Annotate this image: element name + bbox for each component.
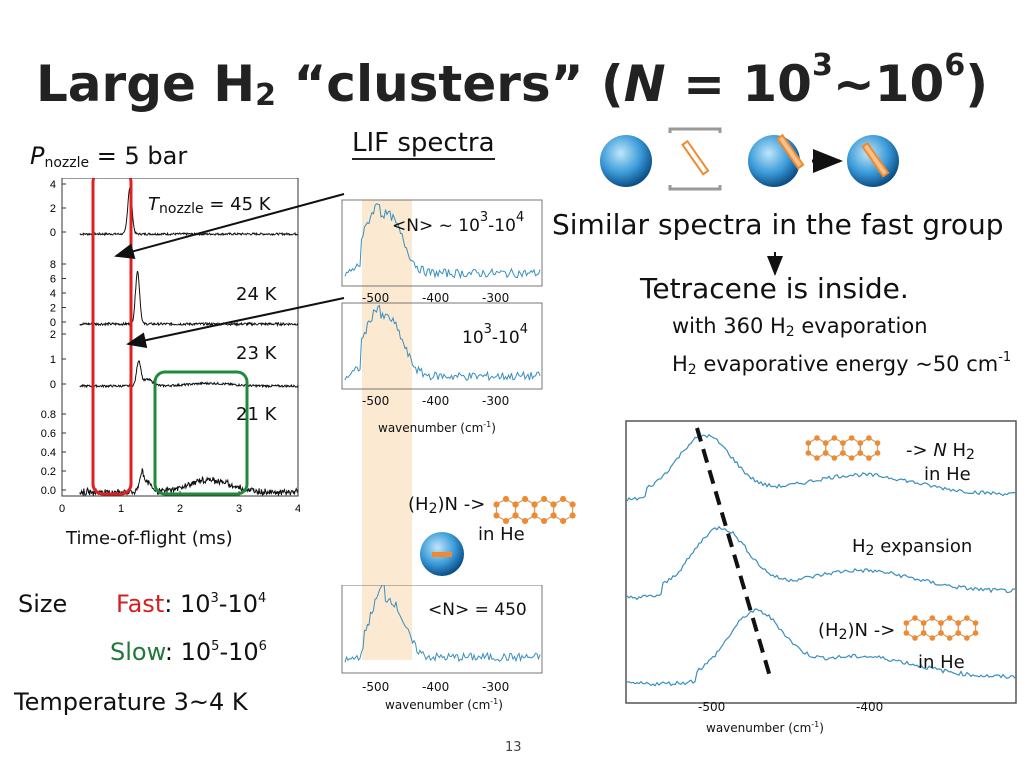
right-spectra [625,420,1017,704]
tof-ytick: 4 [50,179,56,191]
tof-xtick: 0 [59,503,65,515]
tof-ytick: 0 [50,227,56,239]
slow-group-box [153,370,249,496]
lif-tick2-c: -300 [482,394,510,408]
tof-xtick: 3 [236,503,242,515]
fast-group-box [91,178,133,496]
lif-tick2-b: -400 [422,394,450,408]
tof-ytick: 0.6 [41,428,56,440]
lif-tick2-a: -500 [362,394,390,408]
tof-xtick: 1 [118,503,124,515]
size-label: Size [18,590,68,618]
right-in-he-1: in He [924,464,971,485]
right-xlabel: wavenumber (cm-1) [706,720,824,735]
lif-xlabel-bottom: wavenumber (cm-1) [385,697,503,712]
evaporative-energy-text: H2 evaporative energy ~50 cm-1 [672,350,1012,378]
tof-ytick: 0.8 [41,409,56,421]
right-label-2: H2 expansion [852,536,973,559]
tof-ytick: 0.0 [41,485,56,497]
lif-tick3-c: -300 [482,680,510,694]
lif-tick3-a: -500 [362,680,390,694]
tof-xtick: 2 [177,503,183,515]
temp-23k-label: 23 K [236,343,277,364]
right-label-1: -> N H2 [906,440,975,463]
top-graphics [600,127,899,191]
lif-tick1-c: -300 [482,291,510,305]
tof-ytick: 0 [50,317,56,329]
lif-tick3-b: -400 [422,680,450,694]
tof-ytick: 0 [50,379,56,391]
lif-n3-label: <N> = 450 [428,600,527,620]
temp-21k-label: 21 K [236,404,277,425]
right-label-3: (H2)N -> [818,620,896,643]
lif-tick1-a: -500 [362,291,390,305]
right-tick-b: -400 [856,700,884,714]
slide-title: Large H2 “clusters” (N = 103~106) [35,48,989,113]
lif-n2-label: 103-104 [462,322,528,348]
in-he-label-mid: in He [478,524,525,545]
lif-tick1-b: -400 [422,291,450,305]
temp-24k-label: 24 K [236,284,277,305]
tof-ytick: 6 [50,274,56,286]
pressure-label: Pnozzle = 5 bar [30,142,188,171]
lif-heading: LIF spectra [352,128,495,160]
tof-ytick: 4 [50,288,56,300]
page-number: 13 [505,740,522,755]
lif-n1-label: <N> ~ 103-104 [392,210,525,236]
tof-xtick: 4 [295,503,300,515]
tof-ytick: 8 [50,259,56,271]
tof-traces [79,185,299,497]
tof-trace-2 [79,360,299,389]
tof-xlabel: Time-of-flight (ms) [66,528,233,549]
cluster-graphic [420,495,576,576]
tetracene-inside-text: Tetracene is inside. [640,272,909,305]
tof-ytick: 0.2 [41,466,56,478]
h2n-label: (H2)N -> [408,494,486,517]
temp-45k-label: Tnozzle = 45 K [148,194,271,217]
fast-size: Fast: 103-104 [116,590,267,618]
evaporation-text: with 360 H2 evaporation [672,314,928,340]
tof-ytick: 2 [50,203,56,215]
right-in-he-3: in He [918,652,965,673]
tof-ytick: 2 [50,329,56,341]
temperature-label: Temperature 3~4 K [14,688,248,716]
tof-ytick: 0.4 [41,447,56,459]
lif-xlabel-top: wavenumber (cm-1) [378,420,496,435]
slow-size: Slow: 105-106 [110,638,267,666]
tof-trace-3 [79,468,299,497]
similar-spectra-text: Similar spectra in the fast group [552,208,1004,241]
tof-ytick: 2 [50,303,56,315]
lif-spectra-bottom [341,585,543,674]
right-tick-a: -500 [698,700,726,714]
tof-ytick: 1 [50,354,56,366]
highlight-band [362,200,412,660]
